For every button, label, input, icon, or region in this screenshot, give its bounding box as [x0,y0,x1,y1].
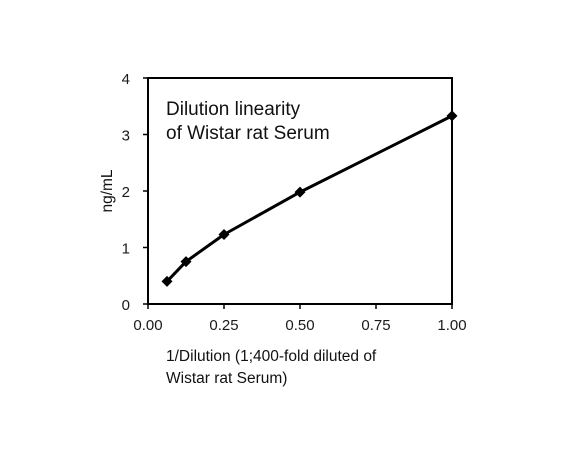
x-tick-label: 0.25 [209,317,238,334]
x-tick-label: 0.00 [133,317,162,334]
y-tick-label: 2 [122,184,130,201]
y-tick-label: 0 [122,297,130,314]
chart-title-line-1: Dilution linearity [166,99,301,120]
data-point-marker [294,186,306,198]
x-tick-label: 1.00 [437,317,466,334]
series-layer [161,110,458,287]
data-point-marker [446,110,458,122]
x-tick-label: 0.75 [361,317,390,334]
x-axis-title-line-2: Wistar rat Serum) [166,370,287,387]
data-point-marker [218,229,230,241]
data-point-marker [161,275,173,287]
y-tick-label: 1 [122,241,130,258]
x-tick-label: 0.50 [285,317,314,334]
x-axis-ticks: 0.00 0.25 0.50 0.75 1.00 [133,304,467,334]
x-axis-title-line-1: 1/Dilution (1;400-fold diluted of [166,348,377,365]
y-tick-label: 3 [122,128,130,145]
y-tick-label: 4 [122,71,130,88]
y-axis-ticks: 0 1 2 3 4 [122,71,148,314]
chart-title-line-2: of Wistar rat Serum [166,123,330,144]
y-axis-title: ng/mL [99,169,116,212]
data-point-marker [180,256,192,268]
